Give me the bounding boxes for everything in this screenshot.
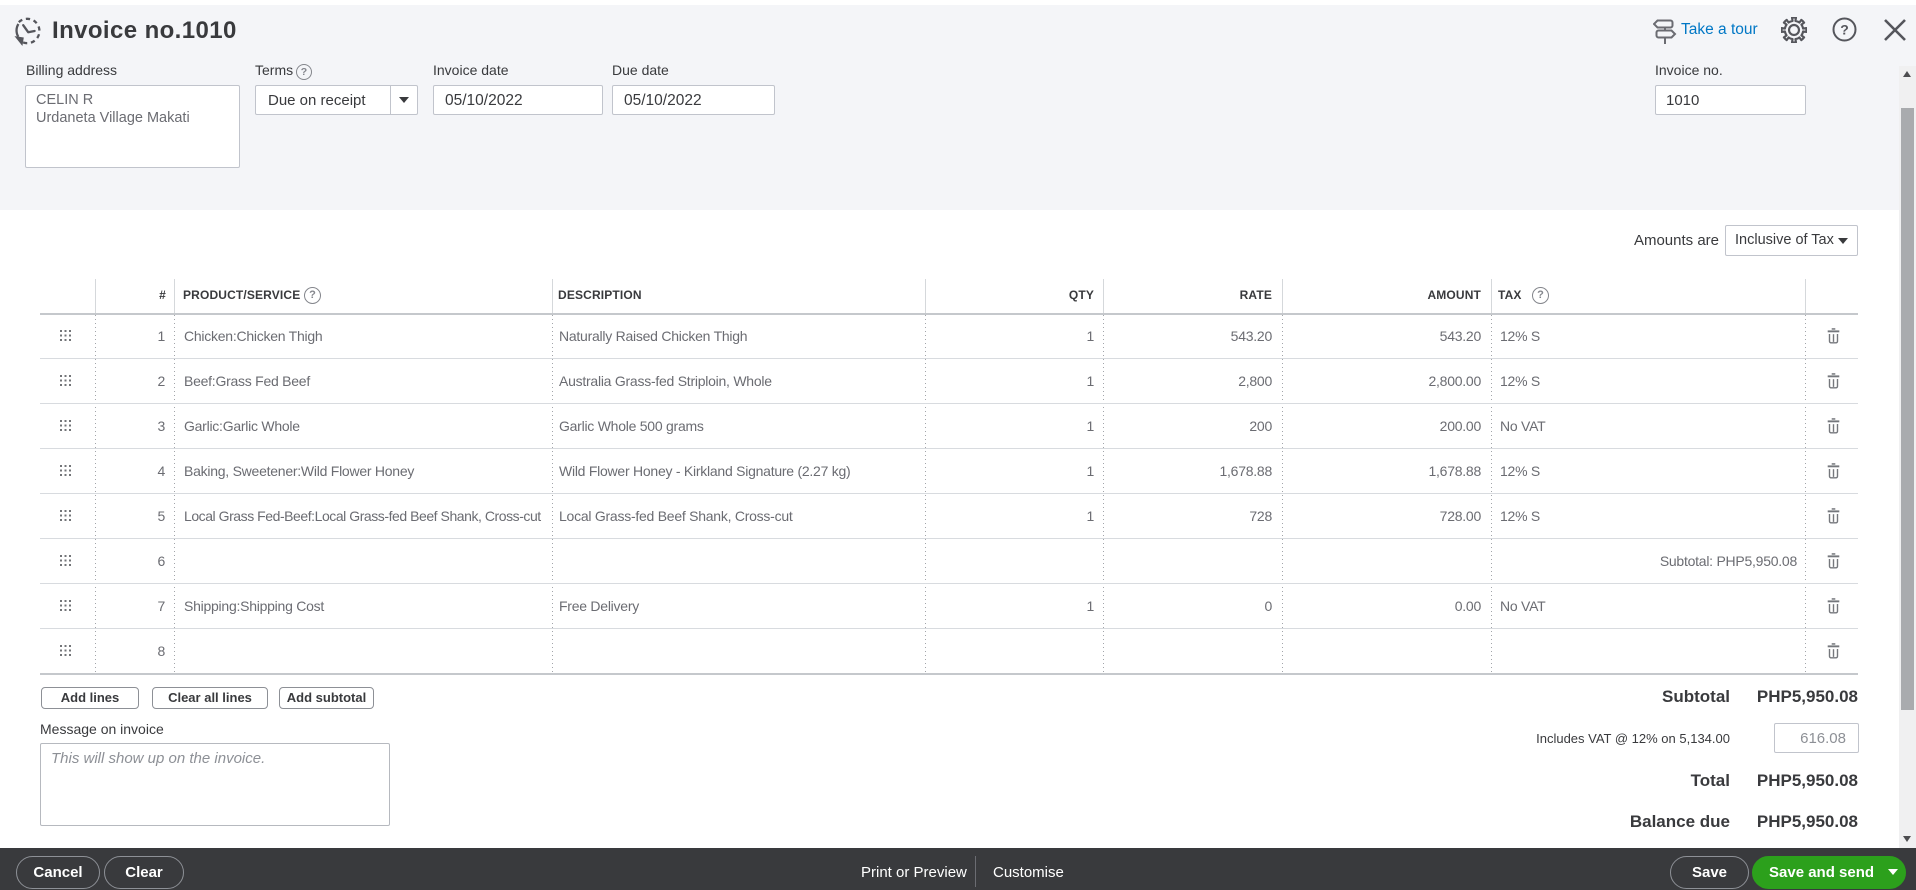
svg-text:?: ?	[1840, 22, 1849, 38]
